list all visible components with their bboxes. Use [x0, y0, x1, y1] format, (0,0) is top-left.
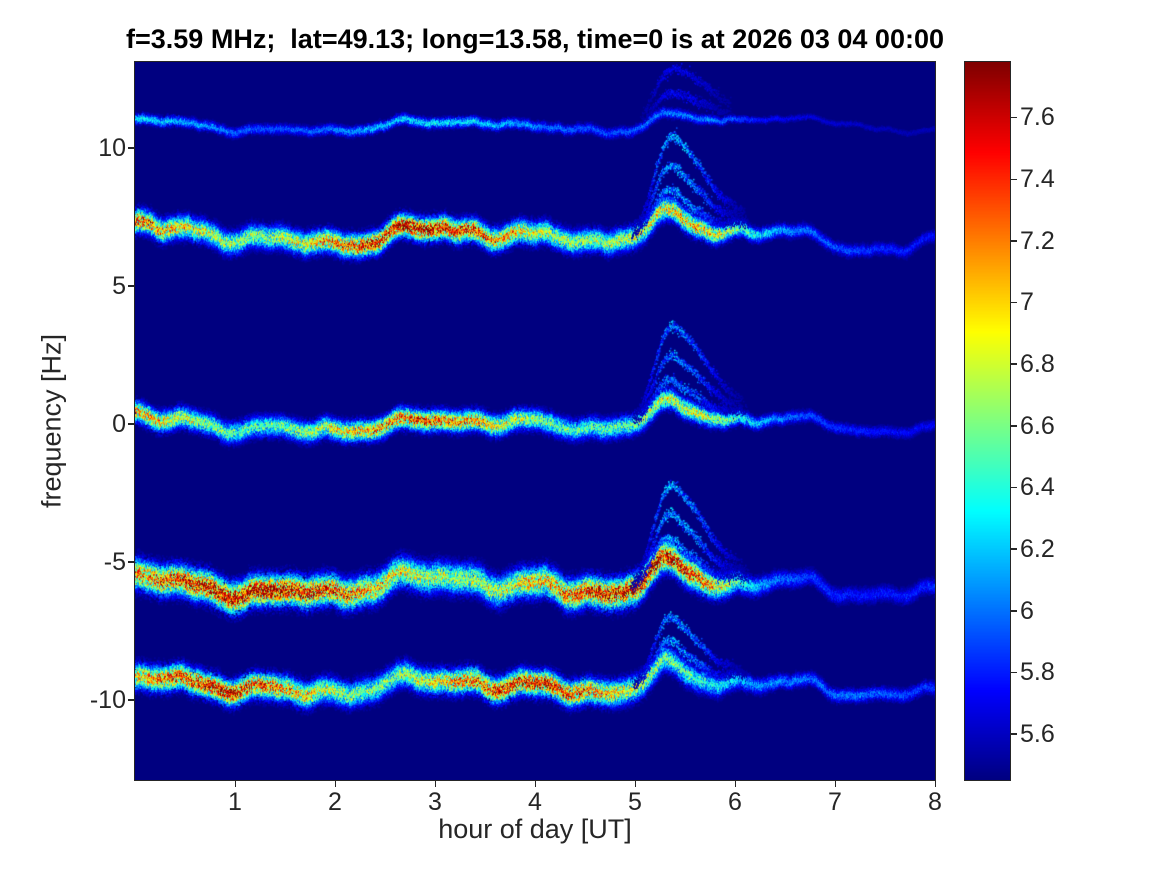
x-tick-label: 5	[628, 788, 642, 816]
y-tick-mark	[128, 561, 134, 563]
colorbar-tick-label: 7.2	[1020, 226, 1055, 255]
x-tick-mark	[334, 781, 336, 787]
colorbar-tick-mark	[1011, 301, 1017, 304]
colorbar-tick-label: 7	[1020, 288, 1034, 317]
colorbar-tick-mark	[1011, 486, 1017, 489]
x-tick-label: 3	[428, 788, 442, 816]
colorbar-tick-mark	[1011, 240, 1017, 242]
x-tick-label: 1	[228, 788, 242, 816]
y-tick-mark	[128, 147, 134, 149]
x-tick-mark	[934, 781, 936, 787]
y-tick-label: 0	[112, 409, 126, 438]
colorbar-tick-label: 6.2	[1020, 534, 1055, 563]
colorbar-tick-label: 5.8	[1020, 658, 1055, 687]
colorbar-tick-mark	[1011, 733, 1017, 735]
y-tick-label: 10	[98, 133, 126, 162]
x-tick-label: 2	[328, 788, 342, 816]
x-tick-mark	[734, 781, 736, 787]
x-tick-mark	[534, 781, 536, 787]
y-tick-label: -5	[103, 547, 126, 576]
colorbar-tick-mark	[1011, 671, 1017, 674]
x-axis-label: hour of day [UT]	[438, 814, 632, 844]
colorbar-tick-label: 6	[1020, 596, 1034, 625]
x-tick-label: 6	[728, 788, 742, 816]
colorbar-tick-mark	[1011, 178, 1017, 181]
colorbar-tick-mark	[1011, 425, 1017, 427]
x-tick-mark	[234, 781, 236, 787]
x-tick-mark	[634, 781, 636, 787]
spectrogram-canvas	[135, 62, 935, 780]
y-tick-mark	[128, 285, 134, 287]
plot-title: f=3.59 MHz; lat=49.13; long=13.58, time=…	[126, 24, 944, 54]
colorbar-canvas	[965, 62, 1010, 780]
x-tick-label: 4	[528, 788, 542, 816]
colorbar-tick-label: 6.6	[1020, 411, 1055, 440]
x-tick-mark	[434, 781, 436, 787]
x-tick-label: 7	[828, 788, 842, 816]
colorbar-tick-label: 6.8	[1020, 349, 1055, 378]
colorbar-tick-mark	[1011, 116, 1017, 119]
colorbar-tick-label: 7.4	[1020, 165, 1055, 194]
x-tick-label: 8	[928, 788, 942, 816]
colorbar-tick-label: 7.6	[1020, 103, 1055, 132]
y-tick-label: 5	[112, 271, 126, 300]
colorbar-tick-mark	[1011, 363, 1017, 365]
y-tick-mark	[128, 699, 134, 701]
y-tick-mark	[128, 423, 134, 425]
colorbar-tick-mark	[1011, 610, 1017, 612]
y-tick-label: -10	[89, 685, 126, 714]
x-tick-mark	[834, 781, 836, 787]
colorbar-tick-label: 6.4	[1020, 473, 1055, 502]
colorbar-tick-mark	[1011, 548, 1017, 550]
colorbar-tick-label: 5.6	[1020, 719, 1055, 748]
